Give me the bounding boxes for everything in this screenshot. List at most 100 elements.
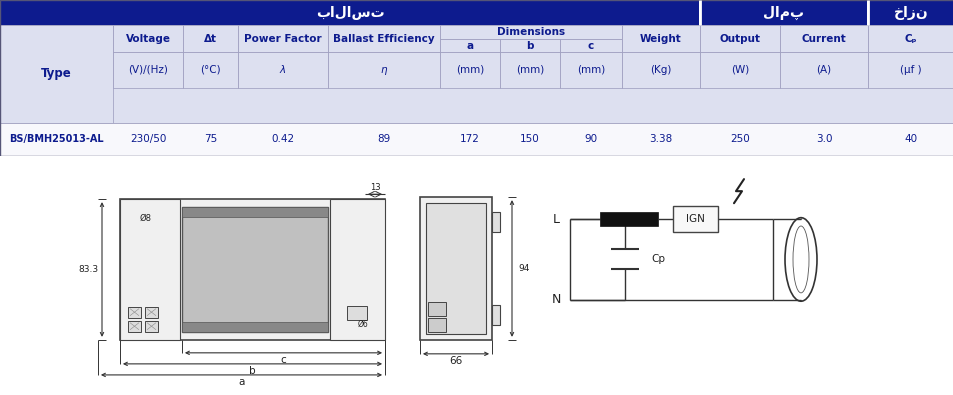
Bar [128, 307, 141, 318]
Bar [492, 305, 499, 325]
Text: Ballast Efficiency: Ballast Efficiency [333, 34, 435, 44]
Text: (A): (A) [816, 65, 831, 75]
Text: Power Factor: Power Factor [244, 34, 321, 44]
Bar [120, 199, 180, 340]
Text: 230/50: 230/50 [130, 134, 166, 145]
Text: لامپ: لامپ [762, 6, 803, 20]
Bar [0, 25, 953, 123]
Text: (°C): (°C) [200, 65, 220, 75]
Bar [672, 206, 718, 232]
Bar [328, 53, 439, 88]
Text: c: c [587, 41, 594, 51]
Bar [182, 207, 328, 332]
Bar [145, 321, 158, 332]
Bar [559, 53, 621, 88]
Text: Current: Current [801, 34, 845, 44]
Text: 250: 250 [729, 134, 749, 145]
Bar [0, 25, 112, 123]
Bar [867, 25, 953, 53]
Text: Dimensions: Dimensions [497, 27, 564, 37]
Bar [120, 199, 385, 340]
Bar [780, 25, 867, 53]
Bar [183, 53, 237, 88]
Text: (mm): (mm) [456, 65, 483, 75]
Bar [428, 318, 446, 332]
Text: L: L [552, 213, 558, 226]
Text: 3.0: 3.0 [815, 134, 831, 145]
Text: 13: 13 [370, 182, 380, 192]
Bar [328, 25, 439, 53]
Bar [699, 0, 700, 25]
Text: 150: 150 [519, 134, 539, 145]
Text: 172: 172 [459, 134, 479, 145]
Text: 3.38: 3.38 [649, 134, 672, 145]
Bar [559, 39, 621, 53]
Bar [182, 207, 328, 217]
Text: 66: 66 [449, 356, 462, 366]
Text: (Kg): (Kg) [650, 65, 671, 75]
Text: 83.3: 83.3 [78, 265, 98, 274]
Text: a: a [466, 41, 473, 51]
Text: (mm): (mm) [516, 65, 543, 75]
Text: 0.42: 0.42 [272, 134, 294, 145]
Text: IGN: IGN [685, 214, 704, 224]
Bar [128, 321, 141, 332]
Bar [426, 203, 485, 334]
Bar [0, 0, 700, 25]
Bar [439, 39, 499, 53]
Bar [780, 53, 867, 88]
Bar [492, 212, 499, 232]
Text: Cₚ: Cₚ [903, 34, 916, 44]
Bar [867, 0, 953, 25]
Text: Ø6: Ø6 [357, 320, 368, 329]
Bar [330, 199, 385, 340]
Bar [112, 25, 183, 53]
Text: c: c [280, 355, 286, 365]
Text: b: b [526, 41, 533, 51]
Bar [867, 53, 953, 88]
Bar [866, 0, 868, 25]
Text: Cp: Cp [650, 254, 664, 264]
Bar [621, 53, 700, 88]
Bar [599, 212, 658, 226]
Text: 75: 75 [204, 134, 217, 145]
Bar [439, 53, 499, 88]
Text: 40: 40 [903, 134, 917, 145]
Text: Δt: Δt [204, 34, 216, 44]
Bar [347, 306, 367, 320]
Bar [439, 25, 621, 39]
Bar [499, 39, 559, 53]
Bar [182, 322, 328, 332]
Text: Output: Output [719, 34, 760, 44]
Text: N: N [551, 293, 560, 306]
Bar [700, 25, 780, 53]
Bar [237, 53, 328, 88]
Text: BS/BMH25013-AL: BS/BMH25013-AL [10, 134, 104, 145]
Text: 89: 89 [377, 134, 390, 145]
Bar [237, 25, 328, 53]
Text: (mm): (mm) [577, 65, 604, 75]
Bar [0, 123, 953, 156]
Bar [621, 25, 700, 53]
Text: a: a [238, 377, 244, 387]
Bar [183, 25, 237, 53]
Text: 94: 94 [517, 264, 529, 273]
Text: Type: Type [41, 68, 71, 81]
Text: b: b [249, 366, 255, 376]
Bar [145, 307, 158, 318]
Text: (V)/(Hz): (V)/(Hz) [128, 65, 168, 75]
Bar [499, 53, 559, 88]
Text: Weight: Weight [639, 34, 681, 44]
Text: η: η [380, 65, 387, 75]
Text: (W): (W) [730, 65, 748, 75]
Bar [700, 0, 867, 25]
Text: Ø8: Ø8 [140, 214, 152, 223]
Text: (μf ): (μf ) [900, 65, 921, 75]
Text: λ: λ [279, 65, 286, 75]
Circle shape [146, 236, 151, 241]
Bar [419, 197, 492, 340]
Text: 90: 90 [584, 134, 597, 145]
Bar [428, 302, 446, 316]
Bar [112, 53, 183, 88]
Text: بالاست: بالاست [315, 6, 384, 20]
